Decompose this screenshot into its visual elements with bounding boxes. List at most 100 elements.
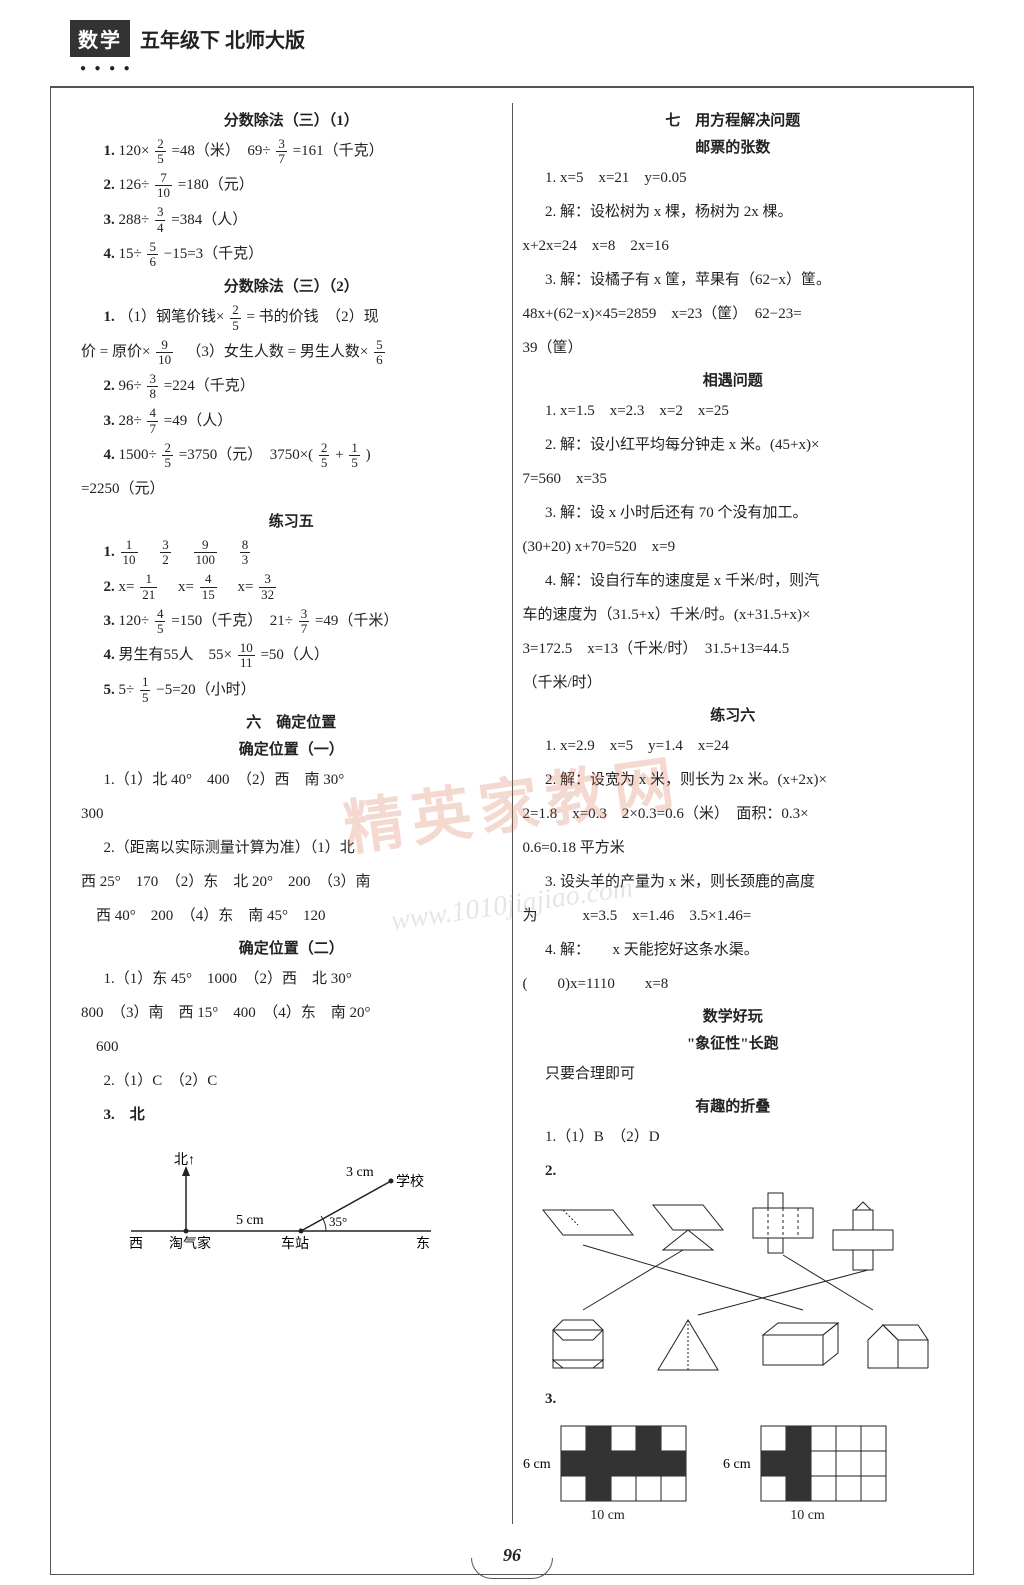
direction-diagram: 北↑ 5 cm 3 cm 学校 35° 西 淘气家 车站 东 bbox=[81, 1136, 502, 1276]
diag-north: 北↑ bbox=[174, 1152, 195, 1168]
fraction: 83 bbox=[240, 538, 251, 568]
content-columns: 分数除法（三）（1） 1. 120× 25 =48（米） 69÷ 37 =161… bbox=[51, 88, 973, 1574]
sec-title: 六 确定位置 bbox=[81, 711, 502, 732]
answer-line: 3. 288÷ 34 =384（人） bbox=[81, 205, 502, 235]
answer-line: 3. 解：设 x 小时后还有 70 个没有加工。 bbox=[523, 498, 944, 528]
diag-3cm: 3 cm bbox=[346, 1165, 374, 1180]
answer-line: 西 40° 200 （4）东 南 45° 120 bbox=[81, 901, 502, 931]
answer-line: 48x+(62−x)×45=2859 x=23（筐） 62−23= bbox=[523, 299, 944, 329]
answer-line: 2.（1）C （2）C bbox=[81, 1066, 502, 1096]
answer-line: 2. 解：设宽为 x 米，则长为 2x 米。(x+2x)× bbox=[523, 765, 944, 795]
answer-line: 39（筐） bbox=[523, 333, 944, 363]
grid-label: 10 cm bbox=[523, 1508, 693, 1524]
diag-school: 学校 bbox=[396, 1173, 424, 1190]
answer-line: 4. 15÷ 56 −15=3（千克） bbox=[81, 239, 502, 269]
answer-line: 300 bbox=[81, 799, 502, 829]
answer-line: 4. 男生有55人 55× 1011 =50（人） bbox=[81, 640, 502, 670]
left-column: 分数除法（三）（1） 1. 120× 25 =48（米） 69÷ 37 =161… bbox=[71, 103, 512, 1524]
answer-line: 1. x=1.5 x=2.3 x=2 x=25 bbox=[523, 396, 944, 426]
fraction: 25 bbox=[230, 303, 241, 333]
fraction: 38 bbox=[147, 372, 158, 402]
fraction: 45 bbox=[155, 607, 166, 637]
sec-title: 七 用方程解决问题 bbox=[523, 109, 944, 130]
fraction: 415 bbox=[200, 572, 217, 602]
page-frame: 精英家教网 www.1010jiajiao.com 分数除法（三）（1） 1. … bbox=[50, 86, 974, 1575]
answer-line: 1. （1）钢笔价钱× 25 = 书的价钱 （2）现 bbox=[81, 302, 502, 332]
fraction: 1011 bbox=[238, 641, 255, 671]
fraction: 56 bbox=[374, 338, 385, 368]
fraction: 332 bbox=[259, 572, 276, 602]
diag-station: 车站 bbox=[281, 1235, 309, 1252]
answer-line: 2. x= 121 x= 415 x= 332 bbox=[81, 572, 502, 602]
fraction: 47 bbox=[147, 406, 158, 436]
fraction: 910 bbox=[156, 338, 173, 368]
answer-line: 1.（1）北 40° 400 （2）西 南 30° bbox=[81, 765, 502, 795]
header-dots: ● ● ● ● bbox=[80, 63, 133, 74]
subject-badge: 数学 bbox=[70, 20, 130, 57]
fraction: 9100 bbox=[194, 538, 218, 568]
fraction: 25 bbox=[155, 137, 166, 167]
svg-text:6 cm: 6 cm bbox=[723, 1457, 751, 1472]
grid-1: 6 cm bbox=[523, 1418, 693, 1524]
diag-home: 淘气家 bbox=[169, 1235, 211, 1252]
folding-diagram bbox=[523, 1190, 944, 1380]
sec-title: 有趣的折叠 bbox=[523, 1095, 944, 1116]
answer-line: ( 0)x=1110 x=8 bbox=[523, 969, 944, 999]
answer-line: 3=172.5 x=13（千米/时） 31.5+13=44.5 bbox=[523, 634, 944, 664]
fraction: 34 bbox=[155, 205, 166, 235]
answer-line: 4. 1500÷ 25 =3750（元） 3750×( 25 + 15 ) bbox=[81, 440, 502, 470]
grid-diagrams: 6 cm bbox=[523, 1418, 944, 1524]
fraction: 25 bbox=[162, 441, 173, 471]
folding-svg bbox=[523, 1190, 933, 1380]
answer-line: 2.（距离以实际测量计算为准）（1）北 bbox=[81, 833, 502, 863]
fraction: 37 bbox=[276, 137, 287, 167]
answer-line: 1. x=2.9 x=5 y=1.4 x=24 bbox=[523, 731, 944, 761]
fraction: 710 bbox=[155, 171, 172, 201]
answer-line: 为 x=3.5 x=1.46 3.5×1.46= bbox=[523, 901, 944, 931]
sec-title: 确定位置（一） bbox=[81, 738, 502, 759]
answer-line: 4. 解：设自行车的速度是 x 千米/时，则汽 bbox=[523, 566, 944, 596]
answer-line: (30+20) x+70=520 x=9 bbox=[523, 532, 944, 562]
answer-line: 2. 126÷ 710 =180（元） bbox=[81, 170, 502, 200]
answer-line: 4. 解： x 天能挖好这条水渠。 bbox=[523, 935, 944, 965]
answer-line: 1.（1）东 45° 1000 （2）西 北 30° bbox=[81, 964, 502, 994]
fraction: 15 bbox=[140, 675, 151, 705]
answer-line: 只要合理即可 bbox=[523, 1059, 944, 1089]
sec-title: "象征性"长跑 bbox=[523, 1032, 944, 1053]
answer-line: 3. 设头羊的产量为 x 米，则长颈鹿的高度 bbox=[523, 867, 944, 897]
answer-line: 2. 解：设松树为 x 棵，杨树为 2x 棵。 bbox=[523, 197, 944, 227]
sec-title: 相遇问题 bbox=[523, 369, 944, 390]
answer-line: 2. 解：设小红平均每分钟走 x 米。(45+x)× bbox=[523, 430, 944, 460]
answer-line: 3. 28÷ 47 =49（人） bbox=[81, 406, 502, 436]
diag-5cm: 5 cm bbox=[236, 1213, 264, 1228]
sec-title: 练习六 bbox=[523, 704, 944, 725]
answer-line: 1. x=5 x=21 y=0.05 bbox=[523, 163, 944, 193]
answer-line: 西 25° 170 （2）东 北 20° 200 （3）南 bbox=[81, 867, 502, 897]
fraction: 32 bbox=[160, 538, 171, 568]
fraction: 110 bbox=[121, 538, 138, 568]
answer-line: 3. 北 bbox=[81, 1100, 502, 1130]
diag-angle: 35° bbox=[329, 1214, 347, 1229]
svg-text:6 cm: 6 cm bbox=[523, 1457, 551, 1472]
sec-title: 数学好玩 bbox=[523, 1005, 944, 1026]
page-header: 数学 五年级下 北师大版 bbox=[0, 0, 1024, 67]
answer-line: 1.（1）B （2）D bbox=[523, 1122, 944, 1152]
grid-2: 6 cm bbox=[723, 1418, 893, 1524]
sec-title: 确定位置（二） bbox=[81, 937, 502, 958]
answer-line: 0.6=0.18 平方米 bbox=[523, 833, 944, 863]
direction-svg: 北↑ 5 cm 3 cm 学校 35° 西 淘气家 车站 东 bbox=[81, 1136, 461, 1256]
fraction: 121 bbox=[140, 572, 157, 602]
sec-title: 分数除法（三）（1） bbox=[81, 109, 502, 130]
answer-line: 800 （3）南 西 15° 400 （4）东 南 20° bbox=[81, 998, 502, 1028]
answer-line: 2=1.8 x=0.3 2×0.3=0.6（米） 面积：0.3× bbox=[523, 799, 944, 829]
answer-line: 600 bbox=[81, 1032, 502, 1062]
page-number: 96 bbox=[491, 1545, 533, 1566]
answer-line: 3. 解：设橘子有 x 筐，苹果有（62−x）筐。 bbox=[523, 265, 944, 295]
fraction: 15 bbox=[349, 441, 360, 471]
answer-line: 3. 120÷ 45 =150（千克） 21÷ 37 =49（千米） bbox=[81, 606, 502, 636]
answer-line: =2250（元） bbox=[81, 474, 502, 504]
answer-line: 价 = 原价× 910 （3）女生人数 = 男生人数× 56 bbox=[81, 337, 502, 367]
fraction: 37 bbox=[299, 607, 310, 637]
sec-title: 邮票的张数 bbox=[523, 136, 944, 157]
answer-line: 1. 110 32 9100 83 bbox=[81, 537, 502, 567]
